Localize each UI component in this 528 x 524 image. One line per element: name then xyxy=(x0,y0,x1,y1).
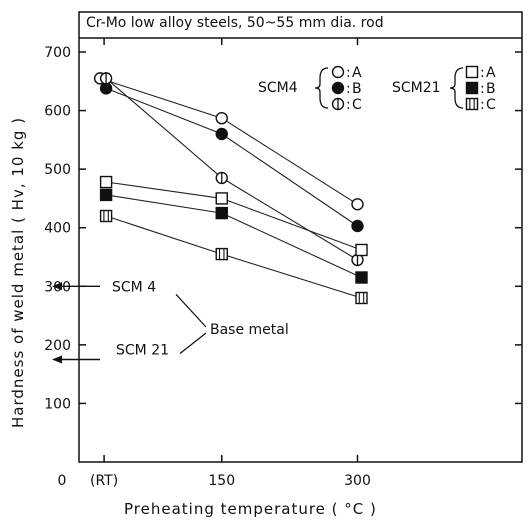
legend-group-label: SCM4 xyxy=(258,80,298,96)
legend-group-label: SCM21 xyxy=(392,80,441,96)
y-tick-label: 200 xyxy=(44,338,71,354)
point-scm21-a xyxy=(355,243,368,257)
point-scm21-b xyxy=(215,206,228,220)
point-scm21-b xyxy=(99,188,113,202)
legend-entry-label: A xyxy=(352,65,362,81)
legend-entry-label: C xyxy=(486,97,496,113)
base-metal-label: Base metal xyxy=(210,322,289,338)
series-line-scm4-b xyxy=(105,87,358,227)
y-tick-label: 500 xyxy=(44,162,71,178)
x-tick-label: 150 xyxy=(208,473,235,489)
x-tick-label: 0 xyxy=(58,473,67,489)
base-metal-item-label: SCM 21 xyxy=(116,343,169,359)
legend-colon: : xyxy=(480,65,485,81)
legend-marker xyxy=(465,97,479,111)
point-scm21-c xyxy=(215,247,228,261)
legend-entry-label: B xyxy=(486,81,496,97)
legend-brace xyxy=(449,67,464,109)
y-tick-label: 600 xyxy=(44,104,71,120)
point-scm4-b xyxy=(351,219,364,233)
legend-marker xyxy=(465,65,479,79)
legend-marker xyxy=(331,65,345,79)
y-tick-label: 400 xyxy=(44,221,71,237)
point-scm21-a xyxy=(215,192,228,205)
legend-colon: : xyxy=(346,97,351,113)
base-metal-arrowhead xyxy=(52,355,62,364)
legend-marker xyxy=(465,81,479,95)
legend-entry-label: C xyxy=(352,97,362,113)
point-scm21-c xyxy=(355,291,368,305)
y-tick-label: 100 xyxy=(44,396,71,412)
legend-colon: : xyxy=(346,65,351,81)
point-scm21-b xyxy=(355,271,368,284)
point-scm4-a xyxy=(215,111,228,125)
plot-frame xyxy=(78,11,523,463)
chart-title: Cr-Mo low alloy steels, 50~55 mm dia. ro… xyxy=(86,15,384,31)
y-tick-label: 700 xyxy=(44,45,71,61)
series-markers xyxy=(93,72,368,305)
legend-colon: : xyxy=(480,81,485,97)
base-metal-leader xyxy=(179,332,207,354)
base-metal-leader xyxy=(175,293,207,328)
y-axis-title: Hardness of weld metal ( Hv, 10 kg ) xyxy=(9,117,27,428)
series-lines xyxy=(99,77,362,299)
legend-marker xyxy=(331,81,345,95)
legend-brace xyxy=(314,67,329,109)
base-metal-item-label: SCM 4 xyxy=(112,279,156,295)
legend-colon: : xyxy=(480,97,485,113)
x-tick-label: (RT) xyxy=(90,473,118,489)
legend-entry-label: B xyxy=(352,81,362,97)
point-scm4-c xyxy=(215,171,228,185)
point-scm21-a xyxy=(99,175,113,189)
legend-entry-label: A xyxy=(486,65,496,81)
point-scm4-a xyxy=(351,198,364,211)
base-metal-arrowhead xyxy=(52,282,62,291)
point-scm4-c xyxy=(99,72,113,85)
point-scm21-c xyxy=(99,209,113,223)
x-axis-title: Preheating temperature ( °C ) xyxy=(124,500,377,518)
series-line-scm4-c xyxy=(105,77,358,261)
point-scm4-b xyxy=(215,127,228,141)
legend-colon: : xyxy=(346,81,351,97)
legend-marker xyxy=(331,97,345,111)
x-tick-label: 300 xyxy=(344,473,371,489)
series-line-scm4-a xyxy=(99,77,358,205)
base-metal-annotations: SCM 4 SCM 21 Base metal xyxy=(52,279,289,364)
